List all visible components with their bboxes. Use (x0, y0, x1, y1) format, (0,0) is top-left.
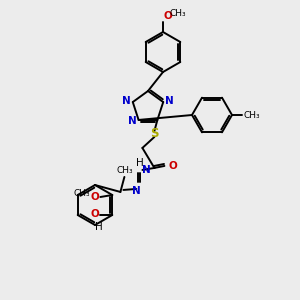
Text: N: N (142, 165, 151, 175)
Text: S: S (150, 128, 159, 140)
Text: H: H (95, 222, 103, 232)
Text: O: O (164, 11, 173, 21)
Text: CH₃: CH₃ (74, 188, 90, 197)
Text: CH₃: CH₃ (243, 110, 260, 119)
Text: N: N (128, 116, 136, 126)
Text: O: O (168, 161, 177, 171)
Text: O: O (91, 192, 99, 202)
Text: H: H (136, 158, 143, 168)
Text: N: N (165, 96, 174, 106)
Text: O: O (91, 209, 99, 219)
Text: N: N (132, 186, 141, 196)
Text: CH₃: CH₃ (170, 9, 187, 18)
Text: N: N (122, 96, 131, 106)
Text: CH₃: CH₃ (116, 166, 133, 175)
